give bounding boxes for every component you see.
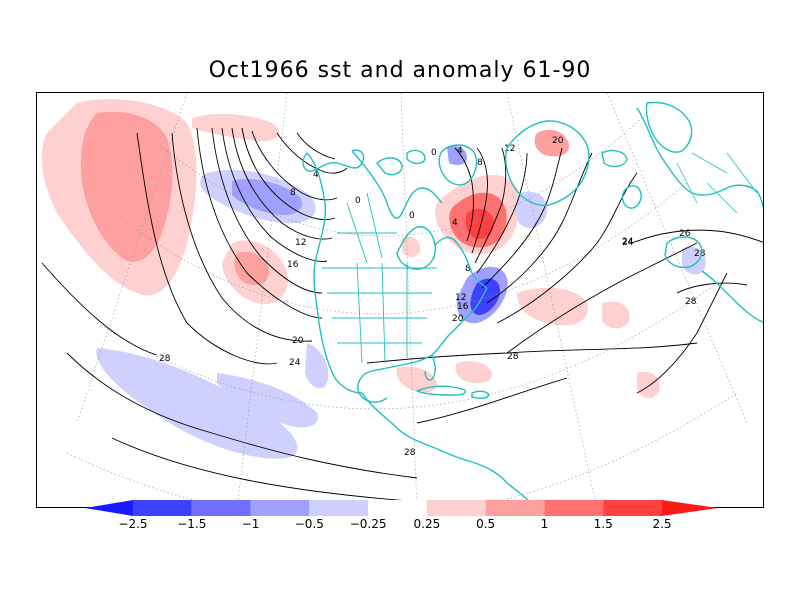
anomaly-positive-npac-small (234, 251, 270, 286)
anomaly-negative-baja (305, 343, 329, 389)
iceland (601, 149, 628, 168)
iberia (664, 236, 703, 269)
contour-label: 28 (159, 354, 171, 364)
colorbar-swatch (426, 500, 486, 516)
contour-label: 8 (477, 158, 483, 168)
gulf-coast (357, 354, 433, 403)
florida (424, 354, 436, 381)
contour-label: 12 (504, 144, 515, 154)
colorbar-swatch (603, 500, 662, 516)
anomaly-positive-greenland (534, 129, 570, 157)
colorbar-tick-label: −0.25 (350, 517, 387, 531)
hispaniola (471, 390, 490, 400)
colorbar-tick-label: 0.25 (414, 517, 441, 531)
colorbar-tick-label: −1.5 (177, 517, 206, 531)
contour-label: 28 (685, 297, 697, 307)
colorbar: −2.5 −1.5 −1 −0.5 −0.25 0.25 0.5 1 1.5 2.5 (85, 500, 718, 531)
contour-label: 16 (457, 302, 469, 312)
canada-arctic-coast (351, 150, 443, 219)
arctic-islands (376, 149, 426, 176)
contour-label: 16 (287, 260, 299, 270)
colorbar-swatch (485, 500, 545, 516)
colorbar-swatch (191, 500, 251, 516)
sst-contours (41, 127, 763, 504)
cuba (416, 385, 467, 396)
canada-borders (337, 192, 397, 264)
colorbar-tick-label: 1 (541, 517, 549, 531)
colorbar-arrow-low (85, 500, 133, 516)
map-canvas: 28 24 20 16 12 8 4 0 28 24 20 16 12 8 4 … (41, 93, 763, 507)
colorbar-tick-label: −1 (242, 517, 260, 531)
anomaly-positive-pacific-core (80, 111, 173, 262)
contour-label: 28 (404, 448, 416, 458)
anomaly-positive-labrador-inner (465, 208, 495, 239)
contour-label: 4 (452, 218, 458, 228)
anomaly-negative-eastpac (96, 348, 298, 459)
contour-label: 4 (457, 146, 463, 156)
colorbar-swatches (85, 500, 718, 516)
europe-borders (676, 152, 758, 214)
contour-label: 20 (552, 136, 564, 146)
uk (621, 185, 642, 209)
mexico-coast (361, 392, 508, 484)
anomaly-positive-midatl (637, 371, 660, 399)
anomaly-negative-labrador-sea (514, 191, 548, 229)
coastlines (302, 101, 763, 507)
contour-label: 20 (292, 336, 304, 346)
contour-label: 28 (694, 249, 706, 259)
contour-label: 24 (289, 358, 301, 368)
colorbar-swatch (368, 500, 427, 516)
baffin-island (438, 144, 478, 186)
contour-labels: 28 24 20 16 12 8 4 0 28 24 20 16 12 8 4 … (159, 136, 706, 458)
contour-label: 0 (431, 148, 437, 158)
contour-label: 8 (290, 188, 296, 198)
colorbar-tick-label: 2.5 (652, 517, 671, 531)
contour-label: 24 (622, 238, 634, 248)
colorbar-tick-label: 1.5 (594, 517, 613, 531)
colorbar-swatch (250, 500, 310, 516)
map-panel: 28 24 20 16 12 8 4 0 28 24 20 16 12 8 4 … (36, 92, 764, 508)
labrador-coast (434, 236, 488, 289)
contour-label: 12 (455, 293, 466, 303)
graticule (66, 93, 748, 507)
greenland (505, 120, 590, 207)
contour-label: 20 (452, 314, 464, 324)
anomaly-positive-atlantic-east (602, 301, 630, 329)
anomaly-positive-gulf (396, 366, 437, 393)
anomaly-negative-baffin (447, 146, 467, 166)
colorbar-swatch (133, 500, 192, 516)
contour-label: 0 (355, 196, 361, 206)
scandinavia (645, 101, 693, 153)
north-america-coast-west (306, 152, 363, 394)
contour-label: 8 (465, 264, 471, 274)
contour-label: 28 (507, 352, 519, 362)
contour-label: 26 (679, 229, 691, 239)
colorbar-tick-label: −0.5 (295, 517, 324, 531)
anomaly-positive-atlantic (517, 287, 588, 326)
us-borders (322, 262, 437, 364)
contour-label: 12 (295, 238, 306, 248)
colorbar-swatch (544, 500, 604, 516)
colorbar-tick-label: −2.5 (118, 517, 147, 531)
alaska-coast (302, 149, 365, 172)
europe-coast (636, 107, 763, 210)
east-coast (431, 287, 488, 356)
anomaly-shading (41, 99, 660, 399)
africa-coast (701, 270, 763, 323)
anomaly-positive-caribbean (455, 361, 492, 383)
colorbar-labels: −2.5 −1.5 −1 −0.5 −0.25 0.25 0.5 1 1.5 2.5 (118, 517, 671, 531)
chart-title: Oct1966 sst and anomaly 61-90 (208, 58, 592, 83)
anomaly-negative-eastpac-mid (217, 373, 318, 428)
contour-label: 0 (409, 211, 415, 221)
contour-label: 4 (313, 170, 319, 180)
anomaly-negative-gulf-alaska-core (232, 178, 303, 215)
colorbar-arrow-high (662, 500, 718, 516)
contour-label: 24 (622, 237, 634, 247)
colorbar-tick-label: 0.5 (476, 517, 495, 531)
anomaly-positive-north (192, 113, 280, 142)
colorbar-swatch (309, 500, 369, 516)
